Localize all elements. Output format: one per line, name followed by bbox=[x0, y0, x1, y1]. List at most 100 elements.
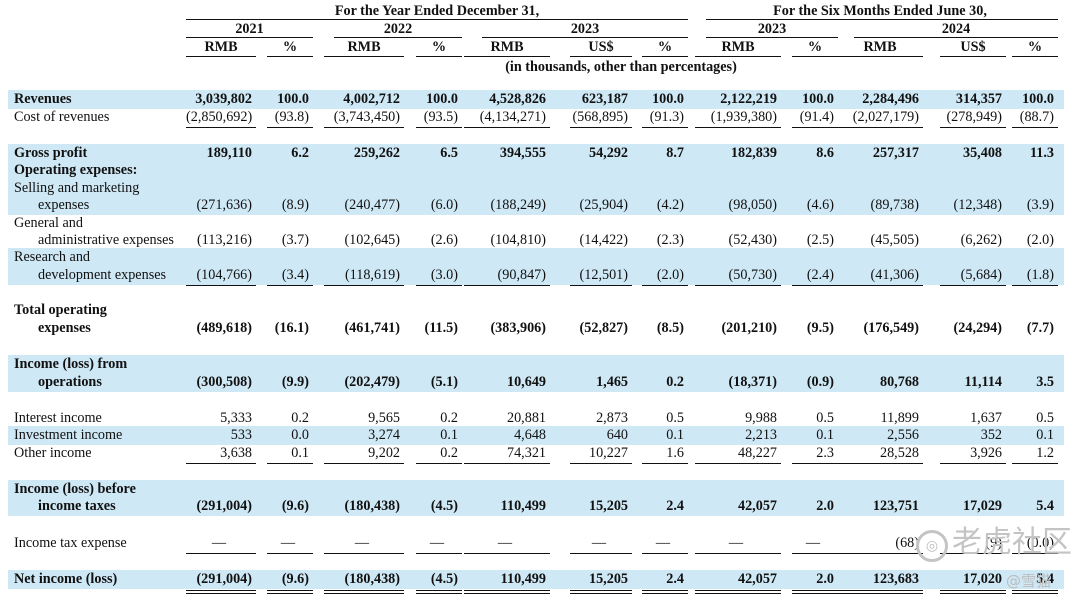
cell-value: 54,292 bbox=[588, 145, 628, 161]
header-year-rule bbox=[706, 37, 838, 38]
column-header: % bbox=[657, 39, 673, 55]
cell-value: (52,430) bbox=[728, 232, 777, 248]
column-header-rule bbox=[940, 56, 1006, 57]
cell-value: (489,618) bbox=[196, 320, 252, 336]
cell-value: (6,262) bbox=[960, 232, 1002, 248]
cell-value: 394,555 bbox=[499, 145, 546, 161]
total-underline bbox=[416, 127, 462, 128]
cell-value: 0.5 bbox=[666, 410, 684, 426]
cell-value: 15,205 bbox=[588, 571, 628, 587]
row-label: Income tax expense bbox=[14, 535, 127, 551]
cell-value: 4,648 bbox=[514, 427, 546, 443]
cell-value: 352 bbox=[980, 427, 1002, 443]
total-underline bbox=[267, 127, 313, 128]
cell-value: (6.0) bbox=[430, 197, 458, 213]
cell-value: 3,926 bbox=[970, 445, 1002, 461]
cell-value: 10,227 bbox=[588, 445, 628, 461]
cell-value: (45,505) bbox=[870, 232, 919, 248]
column-header: % bbox=[282, 39, 298, 55]
column-header-rule bbox=[267, 56, 313, 57]
cell-value: (188,249) bbox=[490, 197, 546, 213]
total-underline bbox=[324, 553, 404, 554]
cell-value: 80,768 bbox=[879, 374, 919, 390]
total-underline bbox=[324, 127, 404, 128]
cell-value: 100.0 bbox=[426, 91, 458, 107]
total-underline bbox=[464, 553, 550, 554]
total-double-underline bbox=[570, 593, 632, 594]
cell-value: 4,528,826 bbox=[489, 91, 546, 107]
column-header: US$ bbox=[588, 39, 614, 55]
cell-value: (93.8) bbox=[274, 109, 309, 125]
cell-value: (3.9) bbox=[1026, 197, 1054, 213]
cell-value: — bbox=[429, 535, 445, 551]
row-highlight bbox=[8, 179, 1064, 215]
cell-value: 6.5 bbox=[440, 145, 458, 161]
cell-value: 2.0 bbox=[816, 571, 834, 587]
total-underline bbox=[267, 285, 313, 286]
cell-value: (291,004) bbox=[196, 498, 252, 514]
total-underline bbox=[570, 127, 632, 128]
cell-value: 11.3 bbox=[1029, 145, 1054, 161]
cell-value: (3,743,450) bbox=[333, 109, 400, 125]
cell-value: (91.3) bbox=[649, 109, 684, 125]
row-label: Income (loss) from bbox=[14, 356, 128, 372]
cell-value: 2.4 bbox=[666, 571, 684, 587]
cell-value: (88.7) bbox=[1019, 109, 1054, 125]
cell-value: 0.2 bbox=[440, 410, 458, 426]
cell-value: (9.9) bbox=[281, 374, 309, 390]
total-underline bbox=[464, 127, 550, 128]
cell-value: (2,850,692) bbox=[186, 109, 253, 125]
cell-value: 2.3 bbox=[816, 445, 834, 461]
row-label: Research and bbox=[14, 249, 91, 265]
header-six-month-group: For the Six Months Ended June 30, bbox=[773, 3, 987, 19]
total-underline bbox=[267, 590, 313, 591]
column-header-rule bbox=[416, 56, 462, 57]
cell-value: 1.6 bbox=[666, 445, 684, 461]
cell-value: 11,899 bbox=[880, 410, 920, 426]
cell-value: (41,306) bbox=[870, 267, 919, 283]
total-underline bbox=[267, 463, 313, 464]
cell-value: 74,321 bbox=[506, 445, 546, 461]
total-underline bbox=[837, 127, 923, 128]
header-year: 2021 bbox=[235, 21, 264, 37]
cell-value: (9.5) bbox=[806, 320, 834, 336]
row-highlight bbox=[8, 144, 1064, 163]
column-header: US$ bbox=[960, 39, 986, 55]
row-label: Interest income bbox=[14, 410, 102, 426]
cell-value: (2.6) bbox=[430, 232, 458, 248]
row-highlight bbox=[8, 570, 1064, 589]
row-label: Operating expenses: bbox=[14, 162, 138, 178]
total-underline bbox=[940, 590, 1006, 591]
cell-value: 2,122,219 bbox=[720, 91, 777, 107]
cell-value: (12,501) bbox=[579, 267, 628, 283]
cell-value: 0.1 bbox=[440, 427, 458, 443]
cell-value: 11,114 bbox=[964, 374, 1002, 390]
cell-value: (89,738) bbox=[870, 197, 919, 213]
row-label: Selling and marketing bbox=[14, 180, 140, 196]
cell-value: 0.2 bbox=[291, 410, 309, 426]
cell-value: 123,751 bbox=[872, 498, 919, 514]
cell-value: 2,284,496 bbox=[862, 91, 919, 107]
row-label: expenses bbox=[38, 197, 90, 213]
total-underline bbox=[642, 463, 688, 464]
total-underline bbox=[416, 463, 462, 464]
cell-value: 5,333 bbox=[220, 410, 252, 426]
cell-value: 15,205 bbox=[588, 498, 628, 514]
total-underline bbox=[940, 285, 1006, 286]
row-highlight bbox=[8, 426, 1064, 445]
cell-value: (300,508) bbox=[196, 374, 252, 390]
header-year: 2023 bbox=[757, 21, 787, 37]
cell-value: (3.7) bbox=[281, 232, 309, 248]
cell-value: 1,465 bbox=[596, 374, 628, 390]
cell-value: (0.9) bbox=[806, 374, 834, 390]
cell-value: (90,847) bbox=[497, 267, 546, 283]
cell-value: 35,408 bbox=[962, 145, 1002, 161]
total-underline bbox=[1012, 463, 1058, 464]
cell-value: 3,274 bbox=[368, 427, 400, 443]
total-underline bbox=[792, 553, 838, 554]
cell-value: 0.1 bbox=[816, 427, 834, 443]
cell-value: (240,477) bbox=[344, 197, 400, 213]
cell-value: (104,810) bbox=[490, 232, 546, 248]
cell-value: 3,638 bbox=[220, 445, 252, 461]
cell-value: (201,210) bbox=[721, 320, 777, 336]
